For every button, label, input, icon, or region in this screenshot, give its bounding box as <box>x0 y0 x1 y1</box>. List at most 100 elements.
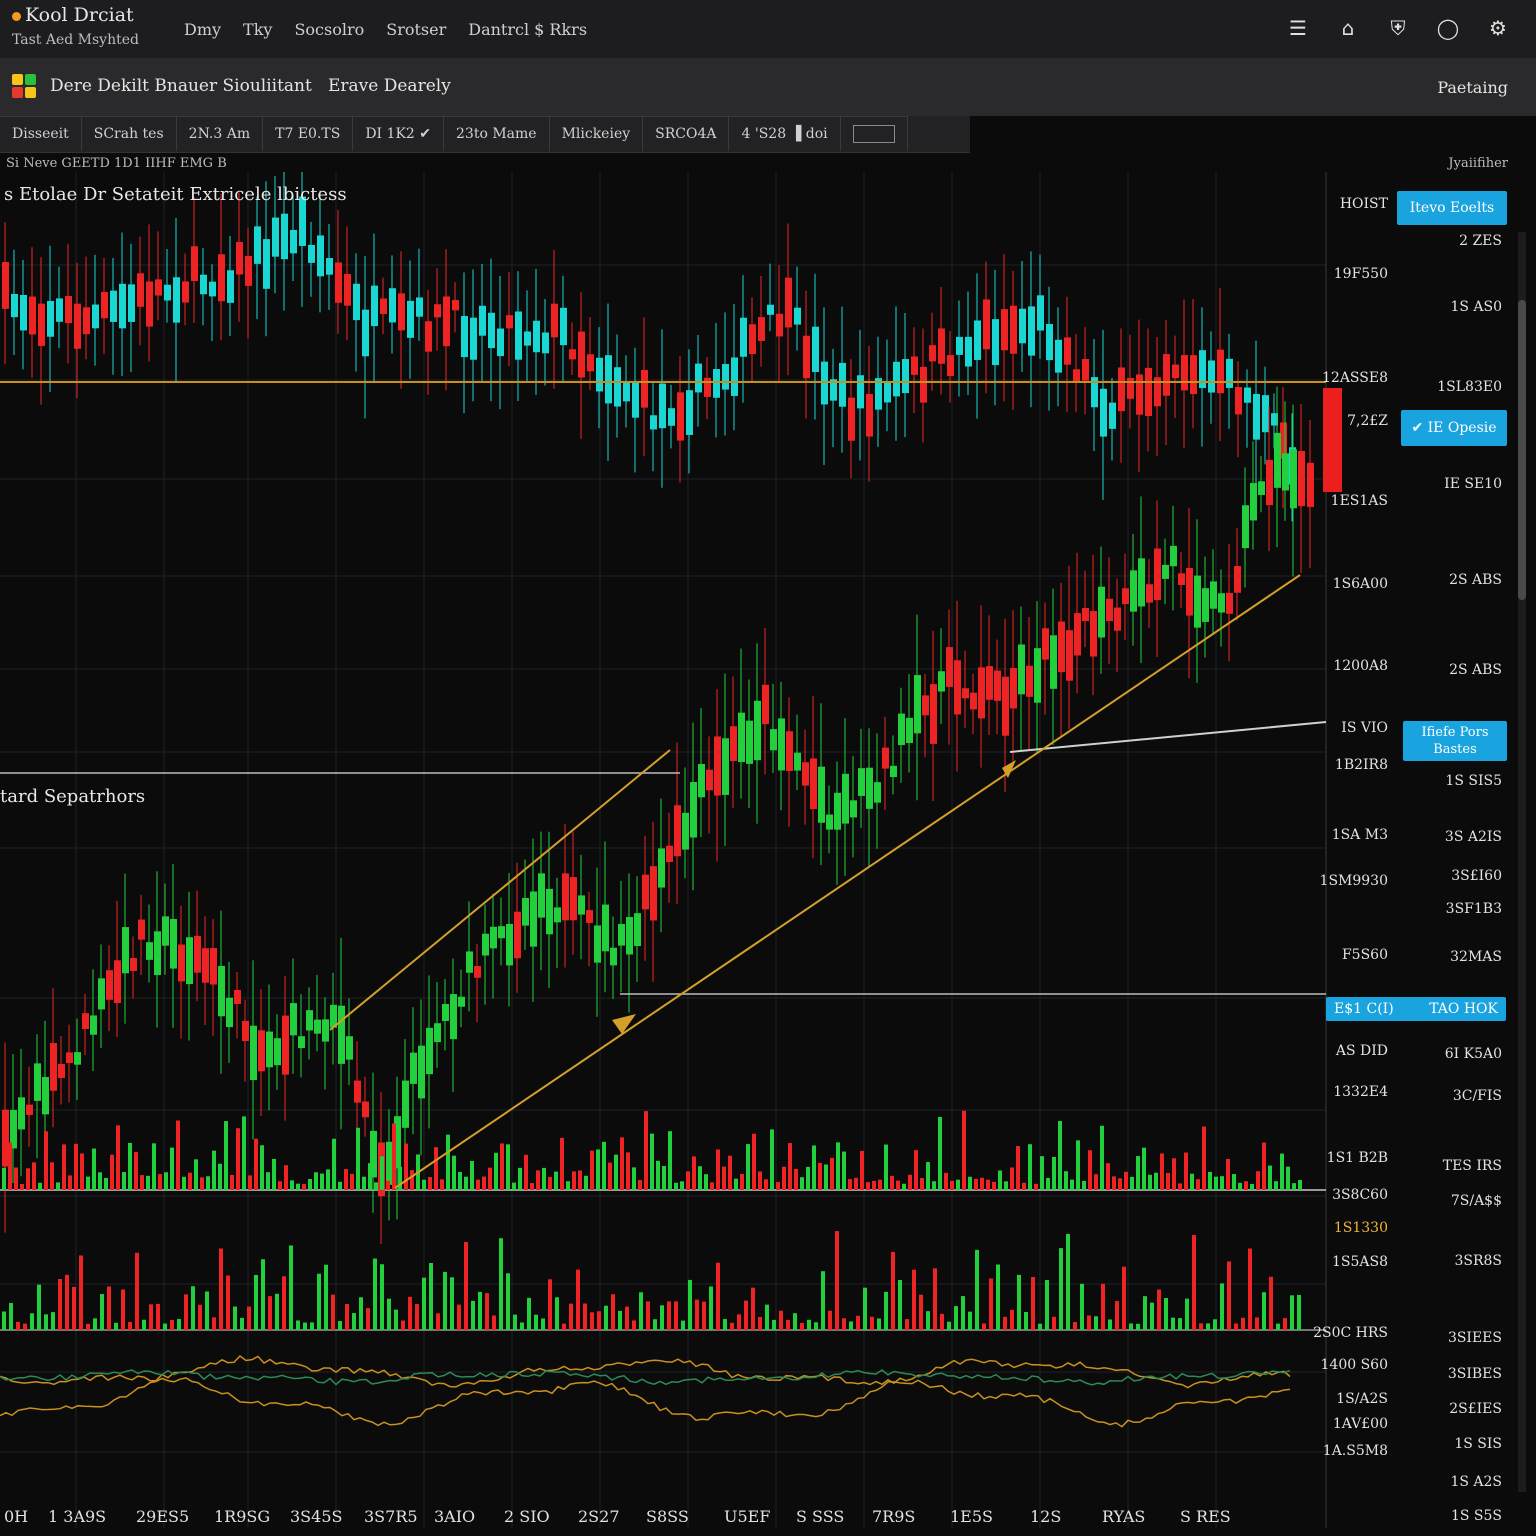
candle-body <box>425 321 432 352</box>
candle-body <box>178 944 185 982</box>
candle-body <box>290 229 297 254</box>
volume-bar <box>764 1179 768 1190</box>
volume-bar <box>1250 1183 1254 1190</box>
app-brand[interactable]: Kool Drciat Tast Aed Msyhted <box>12 4 139 48</box>
value-axis-label: 1S AS0 <box>1450 299 1502 315</box>
volume-bar-lower <box>1045 1280 1049 1330</box>
candle-body <box>1028 306 1035 356</box>
value-axis-label: 3SIEES <box>1447 1330 1502 1346</box>
toolbar-item[interactable]: 2N.3 Am <box>176 116 264 151</box>
candle-body <box>848 397 855 441</box>
volume-bar <box>86 1176 90 1190</box>
candle-body <box>1074 613 1081 656</box>
candle-body <box>706 769 713 791</box>
volume-bar <box>524 1154 528 1190</box>
toolbar-item[interactable]: Mlickeiey <box>549 116 644 151</box>
toolbar-item[interactable]: 4 'S28 ▐ doi <box>729 116 841 151</box>
price-axis-label: 3S8C60 <box>1332 1187 1388 1203</box>
volume-bar <box>1106 1163 1110 1190</box>
candle-body <box>974 320 981 360</box>
candle-body <box>281 213 288 260</box>
volume-bar <box>680 1181 684 1190</box>
volume-bar-lower <box>856 1315 860 1330</box>
candle-body <box>338 1005 345 1064</box>
vertical-scrollbar[interactable] <box>1518 232 1526 1492</box>
layout-toggle-button[interactable] <box>840 116 908 151</box>
candle-body <box>186 937 193 985</box>
candle-body <box>749 324 756 355</box>
price-axis-label: IS VIO <box>1341 720 1388 736</box>
instrument-subtitle[interactable]: Erave Dearely <box>328 76 451 96</box>
bell-icon[interactable]: ◯ <box>1436 16 1460 40</box>
menu-item[interactable]: Srotser <box>386 20 447 39</box>
price-axis-label: 1AV£00 <box>1332 1416 1388 1432</box>
menu-item[interactable]: Socsolro <box>294 20 365 39</box>
price-tag-top[interactable]: Itevo Eoelts <box>1397 191 1507 225</box>
volume-bar <box>830 1157 834 1190</box>
price-tag-pair[interactable]: Ifiefe Pors Bastes <box>1403 721 1507 761</box>
price-tag-open[interactable]: ✔ IE Opesie <box>1401 410 1507 446</box>
value-axis-label: 3SIBES <box>1447 1366 1502 1382</box>
candle-body <box>202 948 209 983</box>
settings-icon[interactable]: ⚙ <box>1489 16 1507 40</box>
volume-bar <box>1232 1174 1236 1190</box>
toolbar-item[interactable]: DI 1K2 ✔ <box>353 116 444 151</box>
volume-bar <box>146 1175 150 1190</box>
volume-bar-lower <box>653 1319 657 1330</box>
volume-bar-lower <box>9 1303 13 1330</box>
volume-bar <box>1112 1176 1116 1190</box>
menu-item[interactable]: Dantrcl $ Rkrs <box>468 20 588 39</box>
volume-bar <box>734 1178 738 1190</box>
candle-body <box>506 923 513 966</box>
volume-bar-lower <box>359 1297 363 1330</box>
volume-bar-lower <box>1234 1323 1238 1330</box>
menu-item[interactable]: Tky <box>243 20 273 39</box>
candle-body <box>874 782 881 803</box>
volume-bar <box>1058 1121 1062 1190</box>
volume-bar-lower <box>296 1320 300 1330</box>
home-icon[interactable]: ⌂ <box>1341 16 1355 40</box>
toolbar-item[interactable]: SRCO4A <box>643 116 730 151</box>
candle-body <box>786 731 793 771</box>
price-axis-label: 1ES1AS <box>1330 493 1388 509</box>
volume-bar-lower <box>1087 1315 1091 1330</box>
volume-bar <box>704 1174 708 1190</box>
time-axis-label: 3S45S <box>290 1507 343 1526</box>
volume-bar-lower <box>730 1322 734 1330</box>
menu-item[interactable]: Dmy <box>184 20 222 39</box>
scrollbar-thumb[interactable] <box>1518 300 1526 600</box>
toolbar-item[interactable]: Disseeit <box>0 116 82 151</box>
volume-bar <box>350 1173 354 1190</box>
candle-body <box>1282 453 1289 491</box>
settings-link[interactable]: Paetaing <box>1437 78 1508 97</box>
main-menu: Dmy Tky Socsolro Srotser Dantrcl $ Rkrs <box>184 20 587 39</box>
candle-body <box>947 355 954 377</box>
volume-bar-lower <box>93 1318 97 1330</box>
toolbar-item[interactable]: SCrah tes <box>81 116 177 151</box>
volume-bar <box>410 1170 414 1190</box>
candle-body <box>533 320 540 353</box>
price-axis-label: F5S60 <box>1341 947 1388 963</box>
candle-body <box>1034 648 1041 703</box>
volume-bar <box>560 1137 564 1190</box>
volume-bar <box>650 1133 654 1190</box>
menu-icon[interactable]: ☰ <box>1289 16 1307 40</box>
candle-body <box>90 1015 97 1035</box>
volume-bar-lower <box>492 1315 496 1330</box>
volume-bar-lower <box>1052 1316 1056 1330</box>
price-axis-label: 1S6A00 <box>1332 576 1388 592</box>
candle-body <box>410 1052 417 1084</box>
current-price-tag[interactable]: E$1 C(I) TAO HOK <box>1326 997 1506 1021</box>
volume-bar <box>482 1176 486 1190</box>
volume-bar <box>302 1183 306 1190</box>
time-axis-label: 29ES5 <box>136 1507 190 1526</box>
volume-bar <box>686 1171 690 1190</box>
value-axis-label: 1S SIS5 <box>1445 773 1502 789</box>
candle-body <box>209 281 216 297</box>
toolbar-item[interactable]: T7 E0.TS <box>263 116 354 151</box>
candle-body <box>610 947 617 966</box>
candle-body <box>266 1031 273 1068</box>
toolbar-item[interactable]: 23to Mame <box>444 116 550 151</box>
shield-icon[interactable]: ⛨ <box>1390 16 1406 40</box>
price-chart[interactable] <box>0 172 1536 1536</box>
